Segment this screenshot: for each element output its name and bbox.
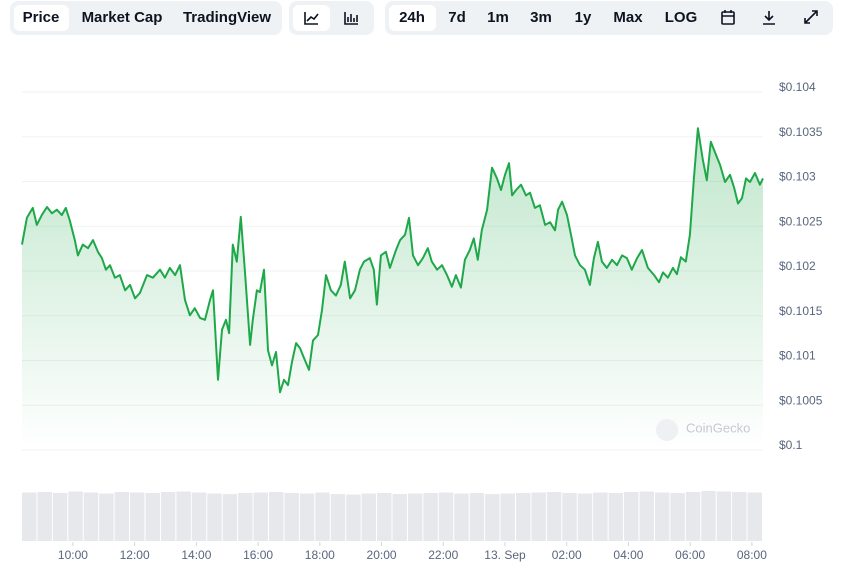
volume-bar	[377, 493, 392, 541]
active-range[interactable]	[389, 5, 436, 31]
volume-bar	[577, 493, 593, 541]
range-button[interactable]: 1m	[487, 9, 509, 26]
volume-bar	[361, 493, 377, 541]
tab-group	[10, 1, 282, 35]
volume-bar	[315, 492, 330, 541]
tab[interactable]: Price	[23, 9, 60, 26]
volume-bar	[22, 492, 37, 541]
volume-bar	[516, 493, 531, 541]
volume-bar	[732, 492, 747, 541]
volume-bar	[639, 491, 654, 541]
volume-bar	[500, 493, 515, 541]
area	[22, 128, 763, 451]
range-group	[385, 1, 833, 35]
volume-bar	[99, 493, 114, 541]
line-icon	[304, 12, 319, 25]
x-tick-label: 20:00	[367, 548, 397, 562]
volume-bar	[346, 494, 361, 541]
x-tick-label: 04:00	[613, 548, 643, 562]
y-tick-label: $0.102	[779, 259, 816, 273]
volume-bar	[485, 494, 500, 541]
volume-bar	[299, 493, 315, 541]
x-tick-label: 08:00	[737, 548, 767, 562]
volume-bar	[608, 493, 624, 541]
volume-bar	[716, 491, 732, 541]
volume-bar	[685, 492, 701, 541]
volume-bar	[747, 492, 762, 541]
volume-bar	[114, 492, 130, 541]
x-tick-label: 10:00	[58, 548, 88, 562]
volume-bar	[423, 493, 438, 541]
tab[interactable]: Market Cap	[82, 9, 163, 26]
y-tick-label: $0.101	[779, 349, 816, 363]
volume-bar	[222, 494, 238, 541]
volume-bar	[593, 492, 608, 541]
volume-bar	[562, 493, 577, 541]
volume-bar	[407, 493, 423, 541]
watermark: CoinGecko	[686, 420, 750, 435]
volume-bar	[207, 493, 222, 541]
volume-bar	[392, 494, 407, 541]
toolbar-icons[interactable]	[721, 10, 818, 25]
volume-bar	[253, 492, 268, 541]
x-tick-label: 02:00	[552, 548, 582, 562]
volume-bar	[52, 493, 68, 541]
x-tick-label: 06:00	[675, 548, 705, 562]
range-button[interactable]: Max	[613, 9, 643, 26]
range-button[interactable]: LOG	[665, 9, 698, 26]
x-tick-label: 14:00	[181, 548, 211, 562]
volume-bar	[145, 493, 160, 541]
price-line	[21, 127, 764, 394]
volume-bar	[546, 492, 562, 541]
y-tick-label: $0.104	[779, 80, 816, 94]
volume-bar	[238, 493, 253, 541]
volume-bar	[176, 491, 191, 541]
volume-bar	[130, 492, 145, 541]
x-tick-label: 18:00	[305, 548, 335, 562]
range-button[interactable]: 1y	[575, 9, 592, 26]
volume-bar	[701, 491, 716, 541]
candle-icon[interactable]	[344, 12, 358, 25]
volume-bar	[83, 492, 99, 541]
tab[interactable]: TradingView	[183, 9, 271, 26]
x-tick-label: 16:00	[243, 548, 273, 562]
volume-bar	[160, 492, 176, 541]
volume-bar	[284, 493, 299, 541]
y-tick-label: $0.1035	[779, 125, 823, 139]
y-tick-label: $0.1	[779, 438, 803, 452]
y-tick-label: $0.103	[779, 170, 816, 184]
active-tab[interactable]	[14, 5, 69, 31]
x-tick-label: 12:00	[120, 548, 150, 562]
range-button[interactable]: 7d	[448, 9, 466, 26]
y-tick-label: $0.1005	[779, 393, 823, 407]
range-button[interactable]: 24h	[399, 9, 425, 26]
y-tick-label: $0.1015	[779, 304, 823, 318]
volume-bar	[37, 492, 52, 541]
x-tick-label: 22:00	[428, 548, 458, 562]
volume-bar	[330, 494, 346, 541]
volume-bar	[438, 492, 454, 541]
volume-bar	[670, 493, 685, 541]
volume-bar	[269, 492, 284, 541]
volume-bar	[624, 492, 639, 541]
y-tick-label: $0.1025	[779, 214, 823, 228]
x-tick-label: 13. Sep	[484, 548, 526, 562]
watermark-logo	[656, 419, 678, 441]
volume-bar	[469, 493, 485, 541]
range-button[interactable]: 3m	[530, 9, 552, 26]
volume-bar	[454, 493, 469, 541]
volume-bar	[68, 491, 83, 541]
volume-bar	[531, 492, 546, 541]
volume-bar	[654, 492, 670, 541]
volume-bar	[191, 492, 207, 541]
